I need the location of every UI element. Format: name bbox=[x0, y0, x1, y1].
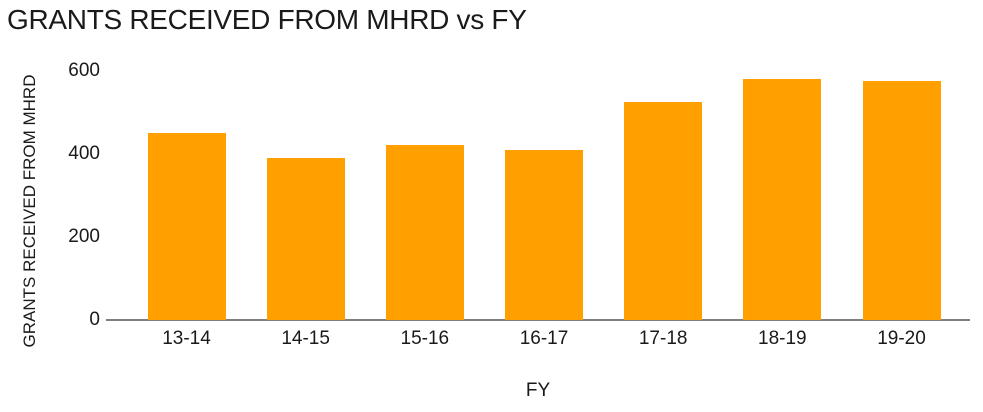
x-tick-label: 15-16 bbox=[400, 328, 450, 349]
x-axis-title: FY bbox=[525, 380, 551, 401]
bar-14-15 bbox=[266, 157, 345, 320]
x-tick-label: 19-20 bbox=[877, 328, 926, 349]
bar-18-19 bbox=[743, 78, 822, 320]
bar-19-20 bbox=[862, 80, 941, 320]
y-tick-label: 600 bbox=[68, 59, 100, 81]
x-tick-label: 17-18 bbox=[638, 328, 688, 349]
y-tick-label: 400 bbox=[68, 142, 100, 164]
y-tick-label: 0 bbox=[89, 309, 100, 330]
x-tick-label: 14-15 bbox=[281, 328, 330, 349]
x-tick-label: 18-19 bbox=[758, 328, 807, 349]
bar-13-14 bbox=[147, 132, 226, 320]
bar-17-18 bbox=[624, 101, 703, 320]
chart-title: GRANTS RECEIVED FROM MHRD vs FY bbox=[7, 4, 527, 35]
x-axis-line bbox=[106, 319, 970, 321]
y-axis-title: GRANTS RECEIVED FROM MHRD bbox=[20, 74, 39, 348]
bar-15-16 bbox=[385, 145, 464, 320]
y-tick-label: 200 bbox=[68, 225, 100, 247]
x-tick-label: 13-14 bbox=[162, 328, 211, 349]
bar-16-17 bbox=[505, 149, 583, 320]
x-tick-label: 16-17 bbox=[519, 328, 569, 349]
